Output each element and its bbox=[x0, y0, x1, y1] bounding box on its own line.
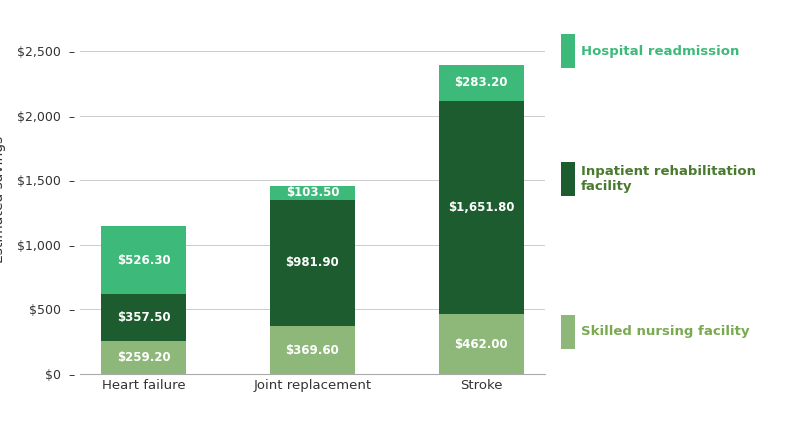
Bar bbox=[439, 314, 524, 374]
Text: Skilled nursing facility: Skilled nursing facility bbox=[581, 325, 749, 338]
Text: $103.50: $103.50 bbox=[286, 187, 339, 199]
Y-axis label: Estimated savings: Estimated savings bbox=[0, 136, 6, 264]
Bar bbox=[101, 295, 186, 340]
Text: $1,651.80: $1,651.80 bbox=[448, 201, 514, 214]
Text: $526.30: $526.30 bbox=[117, 254, 171, 267]
Bar bbox=[439, 101, 524, 314]
Text: $981.90: $981.90 bbox=[285, 256, 340, 269]
Bar bbox=[101, 340, 186, 374]
Text: Inpatient rehabilitation
facility: Inpatient rehabilitation facility bbox=[581, 164, 755, 193]
Text: $283.20: $283.20 bbox=[455, 76, 508, 89]
Bar bbox=[270, 200, 355, 326]
Bar bbox=[439, 65, 524, 101]
Bar bbox=[101, 227, 186, 295]
Bar bbox=[270, 326, 355, 374]
Text: $259.20: $259.20 bbox=[117, 351, 171, 364]
Bar bbox=[270, 186, 355, 200]
Text: $369.60: $369.60 bbox=[285, 344, 340, 357]
Text: $462.00: $462.00 bbox=[454, 338, 508, 351]
Text: Hospital readmission: Hospital readmission bbox=[581, 45, 739, 57]
Text: $357.50: $357.50 bbox=[117, 311, 171, 324]
